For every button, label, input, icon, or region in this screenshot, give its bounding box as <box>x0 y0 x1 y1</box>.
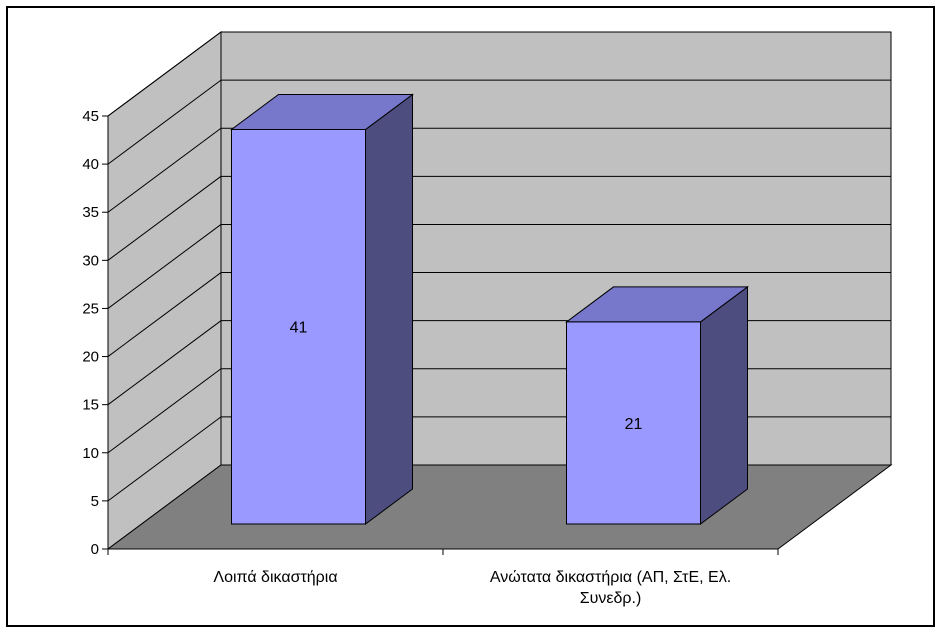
category-label: Λοιπά δικαστήρια <box>213 569 337 586</box>
gridline-side <box>107 224 222 309</box>
y-tick-label: 20 <box>82 349 99 366</box>
bar-side <box>700 285 748 525</box>
gridline-side <box>107 320 222 406</box>
floor <box>106 464 893 550</box>
gridline-side <box>107 79 222 165</box>
y-tick-label: 5 <box>91 493 99 510</box>
bar-front <box>566 321 701 525</box>
data-label: 21 <box>625 416 643 433</box>
y-tick-label: 25 <box>82 300 99 317</box>
bar-side <box>365 93 413 525</box>
y-tick-label: 40 <box>82 156 99 173</box>
side-wall <box>107 31 222 550</box>
y-tick-label: 15 <box>82 397 99 414</box>
y-tick-label: 30 <box>82 252 99 269</box>
gridline-side <box>107 175 222 261</box>
bar <box>564 285 750 525</box>
gridline-side <box>107 416 222 502</box>
y-tick-label: 45 <box>82 108 99 125</box>
gridline-side <box>107 368 222 454</box>
category-label: Ανώτατα δικαστήρια (ΑΠ, ΣτΕ, Ελ. <box>490 569 731 586</box>
gridline-side <box>107 31 222 117</box>
bar-front <box>231 128 366 525</box>
axes <box>102 115 779 555</box>
y-tick-label: 10 <box>82 445 99 462</box>
gridline-side <box>107 272 222 357</box>
bars <box>229 93 750 525</box>
gridline-side <box>107 127 222 213</box>
chart-walls <box>106 31 893 550</box>
y-tick-label: 35 <box>82 204 99 221</box>
y-tick-label: 0 <box>91 541 99 558</box>
data-label: 41 <box>290 320 308 337</box>
labels: 0 5 10 15 20 25 30 35 40 45 41 21 Λοιπά δικαστήρια Αν… <box>82 108 731 607</box>
bar <box>229 93 415 525</box>
category-label: Συνεδρ.) <box>580 590 642 607</box>
